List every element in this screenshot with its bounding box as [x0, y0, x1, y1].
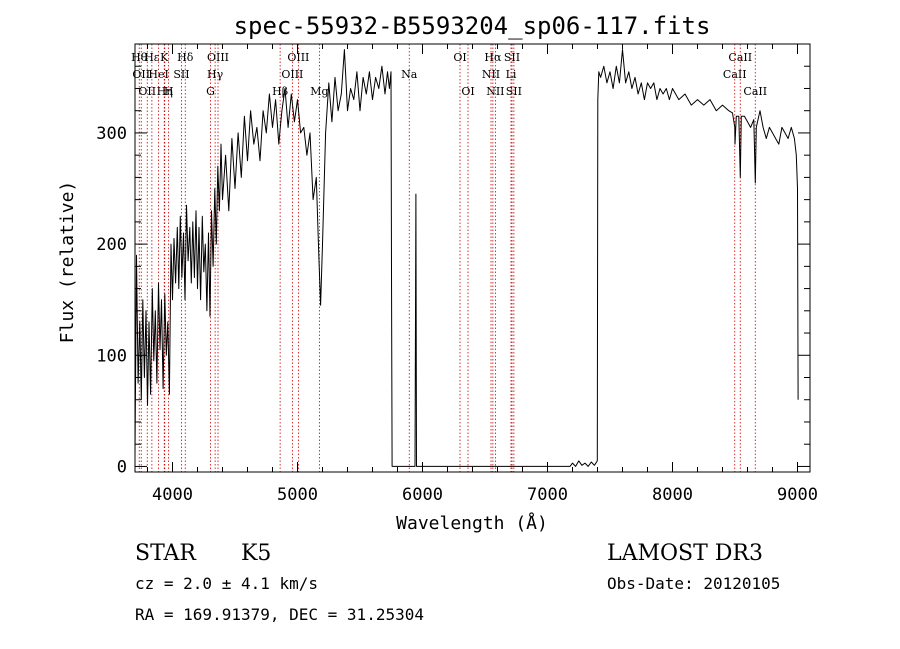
spectral-line-label: NII: [486, 85, 504, 98]
spectral-line-label: Hδ: [177, 51, 194, 64]
spectral-line-label: SII: [504, 51, 520, 64]
spectral-line-label: Hε: [144, 51, 160, 64]
spectral-line-label: OI: [461, 85, 474, 98]
spectral-line-label: SII: [173, 68, 189, 81]
spectrum-series-line: [134, 49, 799, 467]
spectral-line-label: NII: [482, 68, 500, 81]
chart-title: spec-55932-B5593204_sp06-117.fits: [234, 12, 711, 40]
survey-name: LAMOST DR3: [607, 541, 763, 566]
spectral-line-label: CaII: [743, 85, 767, 98]
spectral-line-label: Hα: [484, 51, 502, 64]
x-tick-label: 9000: [777, 485, 818, 505]
series-layer: [134, 49, 799, 467]
plot-frame: [134, 43, 811, 473]
spectral-line-labels-layer: HθOIIOIIHεHeIKHηHSIIHδGHγOIIIHβOIIIOIIIM…: [131, 51, 767, 98]
y-ticks-layer: 0 100 200 300: [96, 65, 810, 477]
spectral-line-label: Mg: [310, 85, 328, 98]
coordinates: RA = 169.91379, DEC = 31.25304: [135, 605, 424, 624]
x-ticks-layer: 4000 5000 6000 7000 8000 9000: [147, 44, 818, 505]
x-tick-label: 4000: [152, 485, 193, 505]
y-tick-label: 0: [117, 457, 127, 477]
spectral-line-label: G: [206, 85, 215, 98]
x-tick-label: 7000: [527, 485, 568, 505]
y-tick-label: 300: [96, 124, 127, 144]
y-tick-label: 100: [96, 346, 127, 366]
spectral-line-label: Hγ: [207, 68, 224, 81]
spectral-line-label: OIII: [287, 51, 309, 64]
spectral-line-label: K: [160, 51, 169, 64]
y-tick-label: 200: [96, 235, 127, 255]
spectral-line-label: CaII: [723, 68, 747, 81]
x-tick-label: 8000: [652, 485, 693, 505]
spectral-lines-layer: [138, 44, 756, 472]
spectral-line-label: Na: [401, 68, 418, 81]
spectral-line-label: OIII: [207, 51, 229, 64]
object-class: STAR: [135, 541, 197, 566]
spectral-line-label: Li: [506, 68, 517, 81]
x-tick-label: 5000: [277, 485, 318, 505]
spectral-line-label: OI: [453, 51, 466, 64]
x-tick-label: 6000: [402, 485, 443, 505]
spectral-line-label: OII: [138, 85, 156, 98]
spectral-line-label: Hη: [157, 85, 173, 98]
spectral-line-label: CaII: [728, 51, 752, 64]
spectral-line-label: OIII: [281, 68, 303, 81]
object-subclass: K5: [241, 541, 271, 566]
spectral-line-label: SII: [506, 85, 522, 98]
spectral-line-label: HeI: [148, 68, 168, 81]
obs-date: Obs-Date: 20120105: [607, 574, 780, 593]
x-axis-label: Wavelength (Å): [396, 512, 548, 534]
y-axis-label: Flux (relative): [57, 181, 78, 344]
spectral-line-label: OII: [132, 68, 150, 81]
cz-value: cz = 2.0 ± 4.1 km/s: [135, 574, 318, 593]
spectral-line-label: H: [164, 85, 174, 98]
